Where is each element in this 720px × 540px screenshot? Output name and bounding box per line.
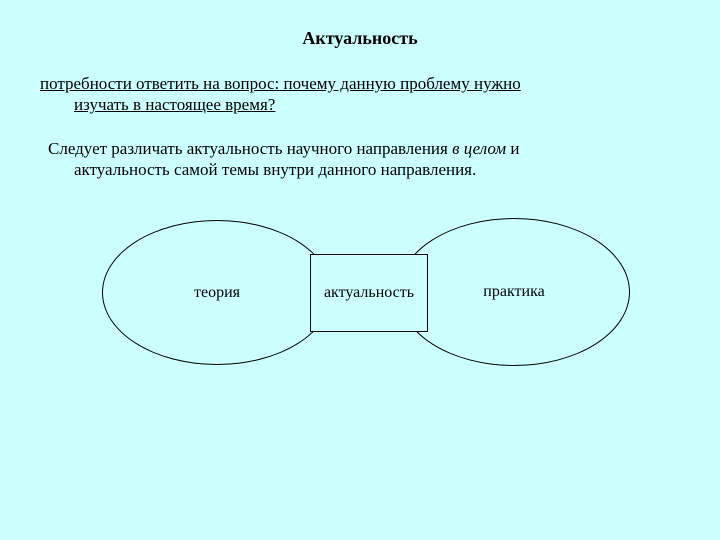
para2-italic: в целом	[452, 139, 506, 158]
diagram: теория практика актуальность	[40, 210, 680, 430]
ellipse-practice-label: практика	[483, 283, 544, 301]
para1-line1: потребности ответить на вопрос: почему д…	[40, 74, 521, 93]
paragraph-note: Следует различать актуальность научного …	[40, 138, 680, 181]
para2-seg2: и	[506, 139, 519, 158]
para2-seg1: Следует различать актуальность научного …	[48, 139, 452, 158]
ellipse-practice: практика	[398, 218, 630, 366]
box-relevance: актуальность	[310, 254, 428, 332]
slide-title: Актуальность	[40, 28, 680, 49]
para2-line2: актуальность самой темы внутри данного н…	[48, 159, 680, 180]
slide: Актуальность потребности ответить на воп…	[0, 0, 720, 540]
ellipse-theory: теория	[102, 220, 332, 365]
ellipse-theory-label: теория	[194, 284, 240, 302]
para1-line2: изучать в настоящее время?	[48, 94, 680, 115]
box-relevance-label: актуальность	[324, 284, 414, 302]
paragraph-question: потребности ответить на вопрос: почему д…	[40, 73, 680, 116]
